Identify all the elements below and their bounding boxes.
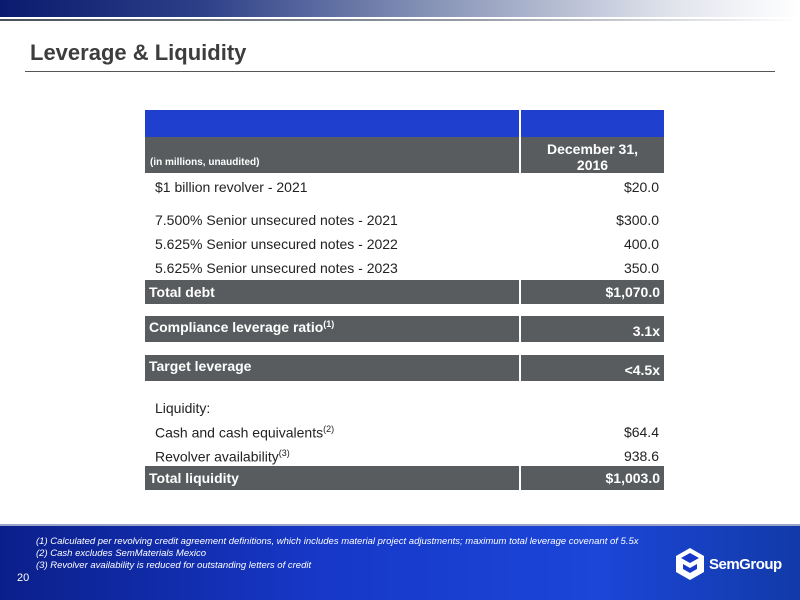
page-number: 20 [17, 572, 30, 584]
date-column-header: December 31, 2016 [521, 137, 664, 173]
table-row: 5.625% Senior unsecured notes - 2023 350… [155, 260, 659, 276]
table-row: $1 billion revolver - 2021 $20.0 [155, 179, 659, 195]
title-underline [25, 71, 775, 72]
logo-text: SemGroup [709, 555, 782, 573]
table-row: 5.625% Senior unsecured notes - 2022 400… [155, 236, 659, 252]
footer-band [0, 526, 800, 600]
target-leverage-row: Target leverage <4.5x [145, 355, 664, 381]
footer-divider [0, 524, 800, 526]
company-logo: SemGroup [674, 545, 782, 583]
compliance-leverage-row: Compliance leverage ratio (1) 3.1x [145, 316, 664, 342]
table-row: 7.500% Senior unsecured notes - 2021 $30… [155, 212, 659, 228]
footnote: (2) Cash excludes SemMaterials Mexico [36, 548, 207, 559]
table-column-header: (in millions, unaudited) December 31, 20… [145, 137, 664, 173]
total-liquidity-row: Total liquidity $1,003.0 [145, 466, 664, 490]
table-blue-header [145, 110, 664, 137]
total-debt-row: Total debt $1,070.0 [145, 280, 664, 304]
table-row: Revolver availability(3) 938.6 [155, 447, 659, 465]
page-title: Leverage & Liquidity [30, 40, 247, 65]
top-gradient-band [0, 0, 800, 17]
footnote: (1) Calculated per revolving credit agre… [36, 536, 639, 547]
footnotes: (1) Calculated per revolving credit agre… [36, 536, 639, 572]
liquidity-header: Liquidity: [155, 400, 211, 416]
semgroup-logo-icon [676, 548, 704, 580]
footnote: (3) Revolver availability is reduced for… [36, 560, 312, 571]
table-row: Cash and cash equivalents(2) $64.4 [155, 423, 659, 441]
top-divider [0, 19, 800, 21]
unit-label: (in millions, unaudited) [145, 137, 519, 173]
